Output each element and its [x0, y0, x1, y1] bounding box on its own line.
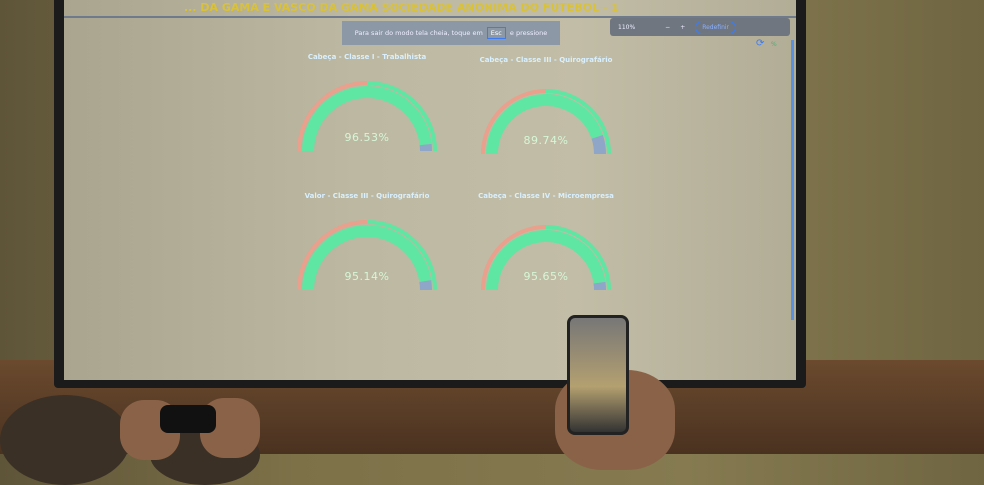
refresh-icon[interactable]: ⟳	[756, 38, 764, 49]
phone	[160, 405, 216, 433]
gauge-title: Cabeça - Classe III - Quirografário	[461, 56, 631, 64]
reset-zoom-button[interactable]: Redefinir	[695, 21, 736, 34]
phone	[567, 315, 629, 435]
gauge-value: 95.14%	[282, 270, 452, 283]
zoom-in-button[interactable]: +	[680, 24, 685, 31]
gauge-remainder	[599, 283, 600, 290]
gauge-card: Cabeça - Classe III - Quirografário 89.7…	[461, 56, 631, 158]
zoom-level: 110%	[618, 24, 635, 31]
percent-toggle[interactable]: %	[771, 41, 777, 48]
gauge-value: 89.74%	[461, 134, 631, 147]
gauge-value: 96.53%	[282, 131, 452, 144]
notice-text: Para sair do modo tela cheia, toque em	[355, 29, 483, 37]
gauge-title: Valor - Classe III - Quirografário	[282, 192, 452, 200]
gauge-title: Cabeça - Classe IV - Microempresa	[461, 192, 631, 200]
gauge-title: Cabeça - Classe I - Trabalhista	[282, 53, 452, 61]
zoom-bar: 110% − + Redefinir	[610, 18, 790, 36]
zoom-out-button[interactable]: −	[665, 24, 670, 31]
gauge-value: 95.65%	[461, 270, 631, 283]
gauge-card: Valor - Classe III - Quirografário 95.14…	[282, 192, 452, 294]
gauge-card: Cabeça - Classe IV - Microempresa 95.65%	[461, 192, 631, 294]
projected-screen: ... DA GAMA E VASCO DA GAMA SOCIEDADE AN…	[64, 0, 796, 380]
audience-head	[0, 395, 130, 485]
fullscreen-notice: Para sair do modo tela cheia, toque em E…	[342, 21, 560, 45]
gauge-card: Cabeça - Classe I - Trabalhista 96.53%	[282, 53, 452, 155]
page-title: ... DA GAMA E VASCO DA GAMA SOCIEDADE AN…	[184, 1, 619, 14]
scrollbar[interactable]	[791, 40, 794, 320]
notice-text-end: e pressione	[510, 29, 547, 37]
esc-key: Esc	[487, 27, 506, 39]
